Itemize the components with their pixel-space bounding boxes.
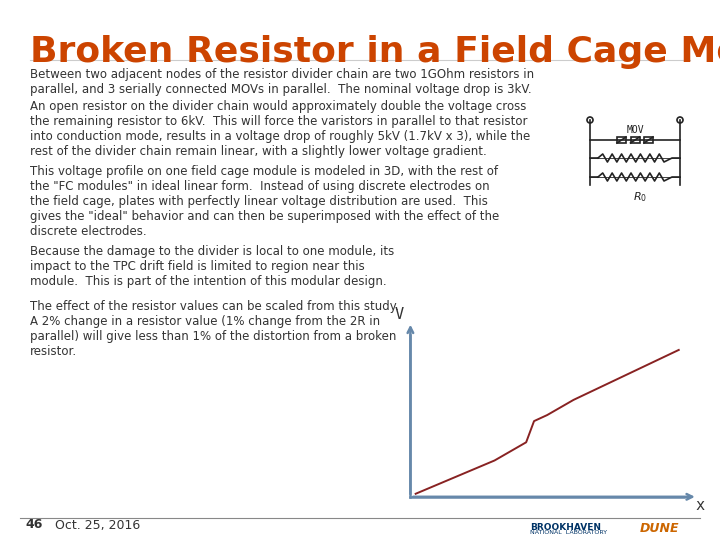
Text: Because the damage to the divider is local to one module, its
impact to the TPC : Because the damage to the divider is loc…: [30, 245, 395, 288]
Text: V: V: [395, 307, 404, 322]
Bar: [644, 137, 653, 143]
Text: Between two adjacent nodes of the resistor divider chain are two 1GOhm resistors: Between two adjacent nodes of the resist…: [30, 68, 534, 96]
Text: The effect of the resistor values can be scaled from this study.
A 2% change in : The effect of the resistor values can be…: [30, 300, 399, 358]
Text: Broken Resistor in a Field Cage Module: Broken Resistor in a Field Cage Module: [30, 35, 720, 69]
Bar: [631, 137, 639, 143]
Text: 46: 46: [25, 518, 42, 531]
Text: MOV: MOV: [626, 125, 644, 135]
Text: x: x: [696, 498, 705, 513]
Text: An open resistor on the divider chain would approximately double the voltage cro: An open resistor on the divider chain wo…: [30, 100, 530, 158]
Text: This voltage profile on one field cage module is modeled in 3D, with the rest of: This voltage profile on one field cage m…: [30, 165, 499, 238]
Text: $R_0$: $R_0$: [633, 190, 647, 204]
Bar: [617, 137, 626, 143]
Text: Oct. 25, 2016: Oct. 25, 2016: [55, 518, 140, 531]
Text: DUNE: DUNE: [640, 522, 680, 535]
Text: NATIONAL  LABORATORY: NATIONAL LABORATORY: [530, 530, 607, 536]
Text: BROOKHAVEN: BROOKHAVEN: [530, 523, 601, 531]
